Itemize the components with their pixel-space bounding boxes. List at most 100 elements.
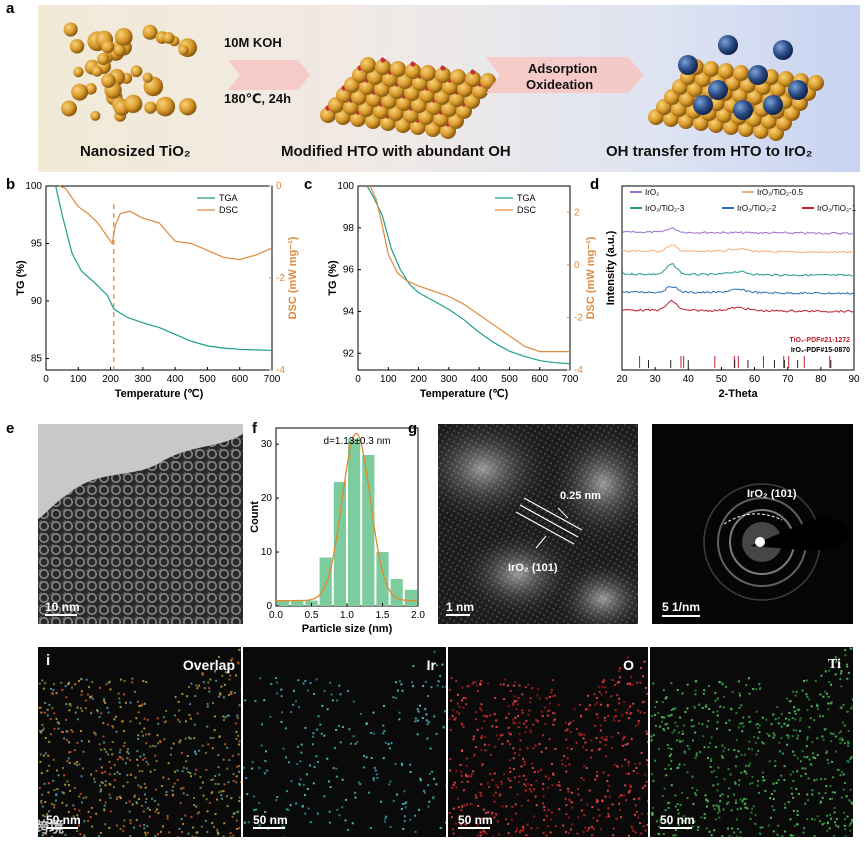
eds-pixel [223,783,226,786]
eds-pixel [706,756,709,759]
eds-pixel [459,836,462,837]
eds-pixel [341,806,344,809]
eds-pixel [195,805,198,808]
eds-pixel [382,724,385,727]
eds-pixel [667,727,670,730]
x-tick-label: 600 [231,374,248,385]
eds-pixel [409,763,412,766]
eds-pixel [677,812,680,815]
eds-pixel [176,836,179,837]
y-axis-title: Intensity (a.u.) [605,230,617,305]
eds-pixel [61,801,64,804]
eds-pixel [798,708,801,711]
legend-label: DSC [219,205,239,215]
eds-pixel [733,831,736,834]
eds-pixel [621,794,624,797]
eds-pixel [826,750,829,753]
eds-pixel [329,786,332,789]
tio2-particle [63,22,78,37]
eds-pixel [473,753,476,756]
eds-pixel [409,818,412,821]
eds-pixel [628,789,631,792]
eds-pixel [139,755,142,758]
eds-pixel [817,708,820,711]
eds-pixel [292,703,295,706]
eds-pixel [40,801,43,804]
eds-pixel [650,773,653,776]
eds-pixel [287,761,290,764]
hto-slab-icon [320,55,496,139]
eds-pixel [135,717,138,720]
eds-pixel [244,699,247,702]
eds-pixel [661,701,664,704]
eds-pixel [245,777,248,780]
eds-pixel [149,808,152,811]
eds-pixel [792,809,795,812]
eds-pixel [738,692,741,695]
eds-pixel [820,778,823,781]
eds-pixel [756,779,759,782]
eds-pixel [754,741,757,744]
eds-pixel [419,704,422,707]
eds-pixel [515,708,518,711]
eds-pixel [431,770,434,773]
eds-pixel [552,773,555,776]
eds-pixel [607,812,610,815]
eds-pixel [220,797,223,800]
eds-pixel [83,835,86,837]
eds-pixel [513,752,516,755]
eds-pixel [578,732,581,735]
eds-pixel [75,764,78,767]
eds-pixel [693,706,696,709]
eds-pixel [261,723,264,726]
eds-pixel [842,811,845,814]
eds-pixel [327,780,330,783]
hto-atom [375,59,391,75]
eds-pixel [220,790,223,793]
eds-pixel [435,732,438,735]
eds-pixel [508,712,511,715]
eds-pixel [646,800,648,803]
eds-pixel [676,808,679,811]
eds-pixel [681,730,684,733]
eds-pixel [448,717,451,720]
eds-pixel [850,707,853,710]
eds-pixel [275,681,278,684]
eds-pixel [735,712,738,715]
eds-pixel [837,825,840,828]
eds-pixel [666,722,669,725]
eds-pixel [645,730,648,733]
eds-pixel [627,791,630,794]
oh-oxygen [410,61,416,67]
eds-pixel [73,762,76,765]
iro2-particle [693,95,713,115]
eds-pixel [824,727,827,730]
eds-pixel [723,695,726,698]
eds-pixel [634,724,637,727]
eds-pixel [453,781,456,784]
eds-pixel [254,700,257,703]
eds-pixel [382,757,385,760]
eds-pixel [590,739,593,742]
eds-pixel [507,705,510,708]
eds-pixel [90,806,93,809]
eds-pixel [43,711,46,714]
eds-pixel [79,678,82,681]
eds-pixel [583,765,586,768]
eds-pixel [777,824,780,827]
eds-pixel [606,705,609,708]
eds-pixel [214,775,217,778]
eds-pixel [664,809,667,812]
eds-pixel [494,697,497,700]
eds-pixel [783,765,786,768]
eds-pixel [161,825,164,828]
eds-pixel [387,743,390,746]
oh-oxygen [380,57,386,63]
eds-pixel [576,788,579,791]
eds-pixel [624,784,627,787]
eds-pixel [832,732,835,735]
eds-pixel [330,693,333,696]
eds-pixel [154,810,157,813]
eds-pixel [164,720,167,723]
eds-pixel [396,689,399,692]
